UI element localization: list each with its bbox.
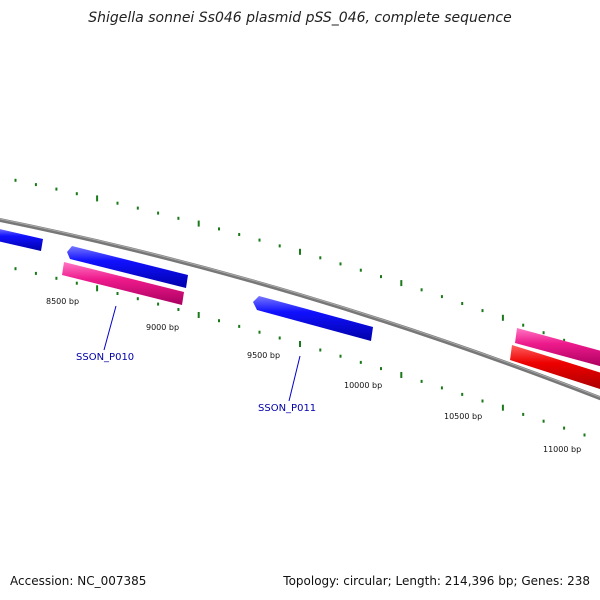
- upper-tick-track: [14, 178, 586, 350]
- lower-track-tick: [278, 336, 281, 340]
- lower-track-tick: [400, 372, 403, 378]
- lower-track-tick: [14, 267, 17, 271]
- lower-track-tick: [238, 324, 241, 328]
- upper-track-tick: [319, 256, 322, 260]
- sequence-backbone-highlight: [0, 218, 600, 398]
- scale-label-11000: 11000 bp: [543, 445, 581, 454]
- lower-tick-track: [14, 267, 586, 437]
- accession-label: Accession: NC_007385: [10, 574, 147, 588]
- sequence-summary: Topology: circular; Length: 214,396 bp; …: [283, 574, 590, 588]
- lower-track-tick: [136, 297, 139, 301]
- lower-track-tick: [481, 399, 484, 403]
- lower-track-tick: [583, 433, 586, 437]
- lower-track-tick: [116, 292, 119, 295]
- lower-track-tick: [461, 392, 464, 396]
- lower-track-tick: [339, 354, 342, 358]
- upper-track-tick: [339, 262, 342, 266]
- lower-track-tick: [563, 426, 566, 430]
- scale-label-8500: 8500 bp: [46, 297, 79, 306]
- map-title: Shigella sonnei Ss046 plasmid pSS_046, c…: [88, 10, 512, 26]
- upper-track-tick: [14, 178, 17, 182]
- gene-feature-right-red[interactable]: [510, 345, 600, 390]
- upper-track-tick: [218, 227, 220, 231]
- upper-track-tick: [440, 295, 443, 299]
- upper-track-tick: [136, 206, 139, 210]
- gene-feature-sson-p010[interactable]: [62, 262, 184, 305]
- lower-track-tick: [55, 276, 58, 280]
- upper-track-tick: [258, 238, 261, 242]
- lower-track-tick: [218, 319, 220, 323]
- lower-track-tick: [359, 360, 362, 364]
- upper-track-tick: [238, 233, 241, 236]
- lower-track-tick: [258, 330, 261, 334]
- upper-track-tick: [34, 183, 37, 187]
- upper-track-tick: [522, 323, 525, 327]
- upper-track-tick: [563, 338, 566, 342]
- upper-track-tick: [75, 192, 78, 196]
- upper-track-tick: [157, 211, 160, 215]
- lower-track-tick: [157, 302, 160, 306]
- scale-label-9500: 9500 bp: [247, 351, 280, 360]
- scale-label-10500: 10500 bp: [444, 412, 482, 421]
- gene-feature-left-edge[interactable]: [0, 228, 43, 251]
- lower-track-tick: [96, 285, 99, 292]
- upper-track-tick: [96, 195, 99, 202]
- lower-track-tick: [542, 419, 545, 423]
- upper-track-tick: [278, 244, 281, 248]
- lower-track-tick: [197, 312, 200, 318]
- upper-track-tick: [55, 187, 58, 191]
- lower-track-tick: [440, 386, 443, 390]
- lower-track-tick: [177, 308, 180, 311]
- lower-track-tick: [380, 367, 382, 371]
- gene-feature-right-pink[interactable]: [515, 328, 600, 367]
- scale-label-9000: 9000 bp: [146, 323, 179, 332]
- upper-track-tick: [420, 288, 423, 292]
- scale-label-10000: 10000 bp: [344, 381, 382, 390]
- upper-track-tick: [197, 220, 200, 227]
- gene-label-sson-p010[interactable]: SSON_P010: [76, 352, 134, 363]
- lower-track-tick: [299, 341, 301, 347]
- callout-line-sson-p010: [103, 305, 117, 351]
- upper-track-tick: [380, 275, 382, 279]
- gene-feature-sson-p011[interactable]: [253, 296, 373, 341]
- sequence-backbone: [0, 217, 600, 401]
- lower-track-tick: [501, 404, 504, 411]
- upper-track-tick: [299, 248, 301, 255]
- lower-track-tick: [319, 348, 322, 352]
- gene-feature-sson-p010-blue[interactable]: [67, 246, 188, 288]
- upper-track-tick: [400, 280, 403, 287]
- lower-track-tick: [420, 379, 423, 383]
- lower-track-tick: [75, 281, 78, 285]
- upper-track-tick: [461, 302, 464, 305]
- upper-track-tick: [116, 201, 119, 205]
- callout-line-sson-p011: [288, 355, 301, 402]
- upper-track-tick: [359, 268, 362, 272]
- upper-track-tick: [501, 314, 504, 321]
- upper-track-tick: [177, 216, 180, 220]
- upper-track-tick: [481, 309, 484, 313]
- lower-track-tick: [34, 271, 37, 275]
- lower-track-tick: [522, 412, 525, 416]
- gene-label-sson-p011[interactable]: SSON_P011: [258, 403, 316, 414]
- upper-track-tick: [542, 331, 545, 335]
